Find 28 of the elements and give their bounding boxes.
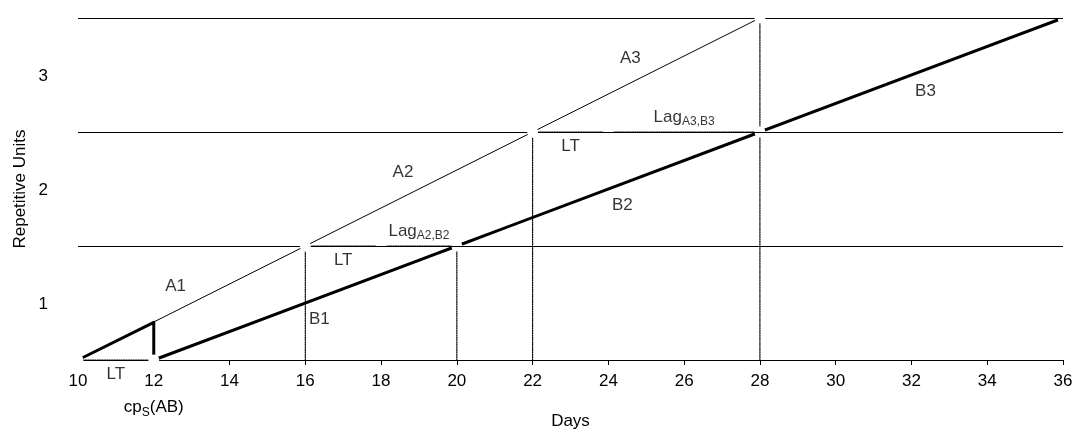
x-tick-label: 16	[295, 371, 315, 390]
y-tick-label: 2	[38, 179, 48, 199]
x-tick-label: 18	[371, 371, 391, 390]
annotation: B2	[611, 195, 633, 214]
annotation: A3	[619, 48, 641, 67]
y-tick-label: 3	[38, 65, 48, 85]
annotation: LT	[561, 136, 580, 155]
x-tick-label: 34	[977, 371, 997, 390]
x-tick-label: 32	[902, 371, 921, 390]
y-tick-label: 1	[38, 293, 48, 313]
x-tick-label: 14	[220, 371, 239, 390]
annotation: A2	[392, 162, 414, 181]
x-axis-title: Days	[551, 411, 590, 430]
annotation: B1	[308, 309, 330, 328]
x-tick-label: 22	[523, 371, 543, 390]
x-tick-label: 36	[1053, 371, 1073, 390]
annotation: A1	[165, 276, 187, 295]
y-axis-title: Repetitive Units	[9, 129, 29, 249]
x-tick-label: 20	[447, 371, 467, 390]
x-tick-label: 10	[68, 371, 88, 390]
x-tick-label: 26	[674, 371, 694, 390]
x-tick-label: 12	[144, 371, 164, 390]
x-tick-label: 30	[826, 371, 846, 390]
annotation: LT	[106, 364, 126, 383]
x-tick-label: 28	[750, 371, 770, 390]
annotation: LT	[333, 250, 353, 269]
x-tick-label: 24	[598, 371, 618, 390]
annotation: B3	[915, 81, 936, 100]
